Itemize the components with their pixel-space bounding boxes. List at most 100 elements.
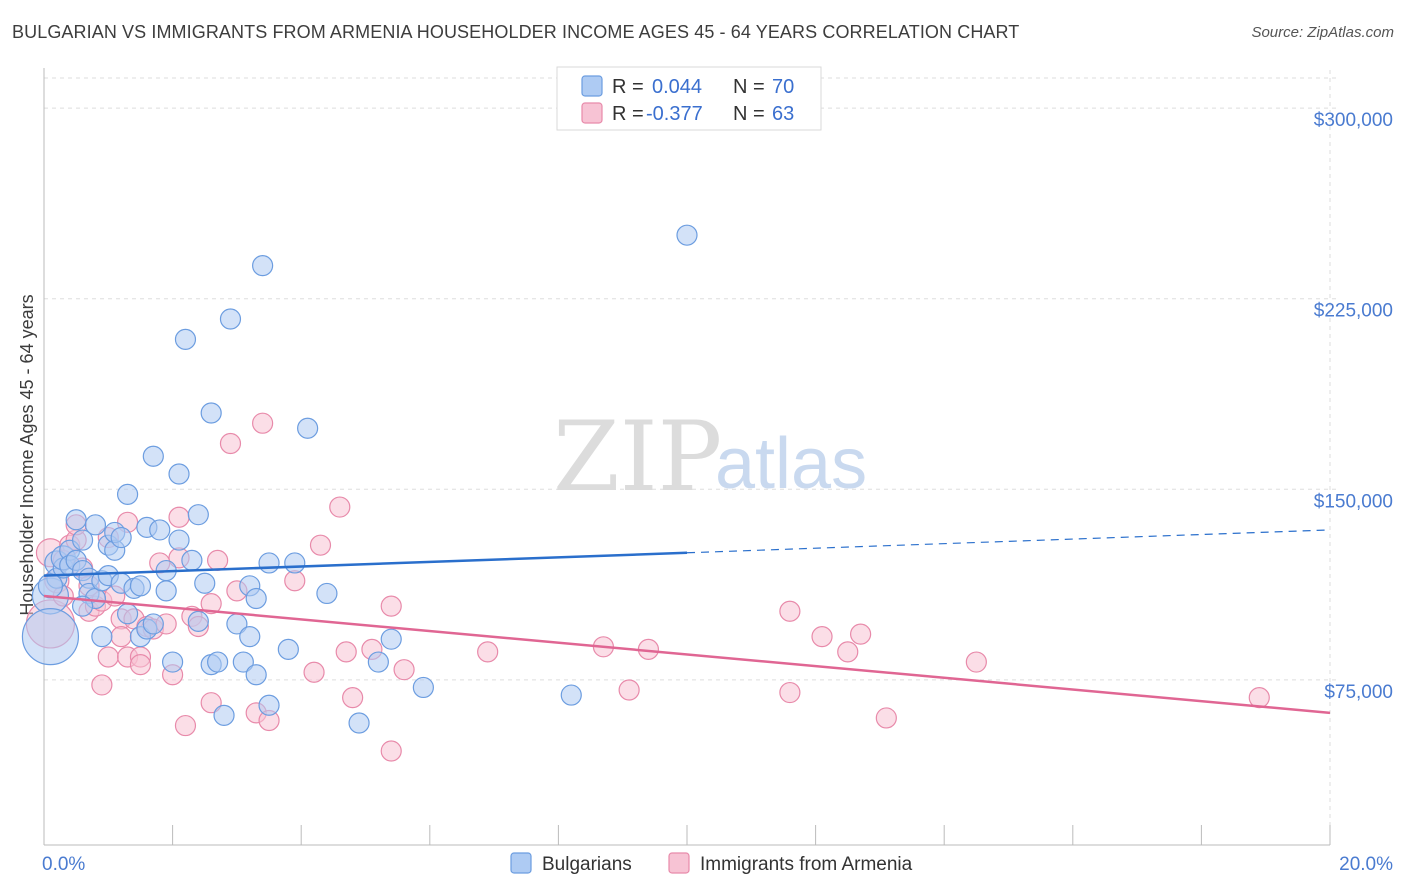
series-legend-swatch-armenia — [668, 852, 690, 874]
point-bulgarians-16 — [91, 626, 113, 648]
point-bulgarians-46 — [207, 651, 229, 673]
point-armenia-15 — [97, 646, 119, 668]
point-bulgarians-31 — [142, 445, 164, 467]
watermark-zip: ZIP — [553, 401, 722, 513]
y-axis-label: Householder Income Ages 45 - 64 years — [17, 294, 37, 615]
point-bulgarians-37 — [168, 529, 190, 551]
point-bulgarians-24 — [116, 603, 139, 625]
legend-n-label-1: N = — [733, 76, 765, 98]
point-bulgarians-62 — [348, 712, 370, 734]
point-armenia-44 — [309, 534, 332, 556]
point-armenia-37 — [219, 432, 242, 455]
point-armenia-50 — [380, 740, 402, 762]
point-bulgarians-53 — [245, 664, 267, 686]
point-bulgarians-38 — [168, 463, 190, 485]
point-bulgarians-50 — [232, 651, 254, 673]
point-bulgarians-36 — [162, 651, 184, 673]
gridlines — [44, 70, 1338, 845]
point-bulgarians-33 — [149, 519, 171, 541]
point-armenia-34 — [200, 593, 222, 615]
point-bulgarians-68 — [37, 573, 64, 599]
legend-n-label-2: N = — [733, 103, 765, 125]
x-tick-labels: 0.0% 20.0% — [42, 854, 1393, 875]
point-bulgarians-11 — [71, 529, 94, 551]
point-armenia-56 — [779, 600, 801, 622]
point-armenia-52 — [477, 641, 499, 663]
legend-r-label-2: R = — [612, 103, 644, 125]
point-bulgarians-55 — [252, 255, 274, 277]
point-bulgarians-56 — [258, 694, 280, 716]
point-armenia-36 — [207, 549, 229, 572]
point-armenia-46 — [335, 641, 357, 663]
watermark: ZIP atlas — [553, 401, 867, 513]
point-armenia-51 — [393, 659, 415, 681]
point-armenia-61 — [875, 707, 897, 729]
point-armenia-13 — [91, 674, 113, 696]
trend-line-armenia — [43, 594, 1331, 715]
point-armenia-45 — [329, 496, 351, 518]
axes — [43, 68, 1331, 846]
point-bulgarians-57 — [258, 552, 280, 574]
point-bulgarians-52 — [239, 626, 261, 648]
point-bulgarians-61 — [316, 582, 338, 605]
point-bulgarians-40 — [181, 549, 203, 572]
x-tick-label-0: 0.0% — [42, 854, 85, 875]
series-legend-swatch-bulgarians — [510, 852, 532, 874]
point-bulgarians-25 — [116, 483, 139, 505]
point-bulgarians-67 — [676, 224, 698, 246]
stats-legend: R = 0.044 N = 70 R = -0.377 N = 63 — [556, 66, 822, 131]
point-bulgarians-28 — [129, 575, 152, 597]
point-bulgarians-63 — [367, 651, 389, 673]
point-armenia-58 — [811, 626, 833, 648]
point-armenia-42 — [284, 570, 306, 592]
point-armenia-47 — [342, 687, 364, 709]
series-legend-label-bulgarians: Bulgarians — [542, 854, 632, 875]
y-tick-label-2: $225,000 — [1314, 301, 1393, 322]
point-armenia-60 — [850, 623, 872, 645]
point-bulgarians-54 — [245, 587, 267, 610]
legend-swatch-armenia — [581, 102, 603, 124]
point-armenia-35 — [200, 692, 222, 714]
point-bulgarians-42 — [187, 610, 209, 632]
point-bulgarians-41 — [187, 504, 209, 526]
point-bulgarians-58 — [277, 638, 299, 660]
y-tick-label-1: $150,000 — [1314, 491, 1393, 512]
series-legend: Bulgarians Immigrants from Armenia — [510, 852, 913, 875]
point-armenia-49 — [380, 595, 402, 617]
point-bulgarians-1 — [21, 608, 80, 666]
point-bulgarians-48 — [219, 308, 242, 330]
point-bulgarians-8 — [65, 509, 87, 531]
point-bulgarians-64 — [380, 628, 402, 650]
point-bulgarians-15 — [84, 514, 107, 536]
point-armenia-62 — [965, 651, 987, 673]
point-bulgarians-43 — [194, 572, 216, 594]
legend-r-value-1: 0.044 — [652, 76, 702, 98]
point-bulgarians-32 — [142, 613, 164, 635]
point-armenia-31 — [174, 714, 197, 737]
point-armenia-54 — [618, 679, 640, 701]
point-armenia-18 — [110, 626, 132, 648]
point-bulgarians-39 — [174, 328, 197, 350]
x-tick-label-1: 20.0% — [1339, 854, 1393, 875]
chart-source: Source: ZipAtlas.com — [1251, 24, 1394, 41]
y-tick-label-0: $75,000 — [1324, 682, 1393, 703]
point-armenia-40 — [252, 412, 274, 434]
trend-line-bulgarians-projection — [686, 529, 1331, 554]
legend-n-value-2: 63 — [772, 103, 794, 125]
point-bulgarians-45 — [200, 402, 222, 424]
data-points — [21, 224, 1270, 762]
point-armenia-59 — [837, 641, 859, 663]
point-armenia-57 — [779, 681, 801, 704]
legend-r-label-1: R = — [612, 76, 644, 98]
point-bulgarians-60 — [297, 417, 319, 439]
legend-swatch-bulgarians — [581, 75, 603, 97]
chart-title: BULGARIAN VS IMMIGRANTS FROM ARMENIA HOU… — [12, 22, 1020, 42]
point-armenia-30 — [168, 506, 190, 528]
legend-n-value-1: 70 — [772, 76, 794, 98]
point-armenia-43 — [303, 661, 325, 683]
legend-r-value-2: -0.377 — [646, 103, 703, 125]
series-legend-label-armenia: Immigrants from Armenia — [700, 854, 913, 875]
point-bulgarians-66 — [560, 684, 582, 706]
point-bulgarians-65 — [412, 676, 434, 699]
